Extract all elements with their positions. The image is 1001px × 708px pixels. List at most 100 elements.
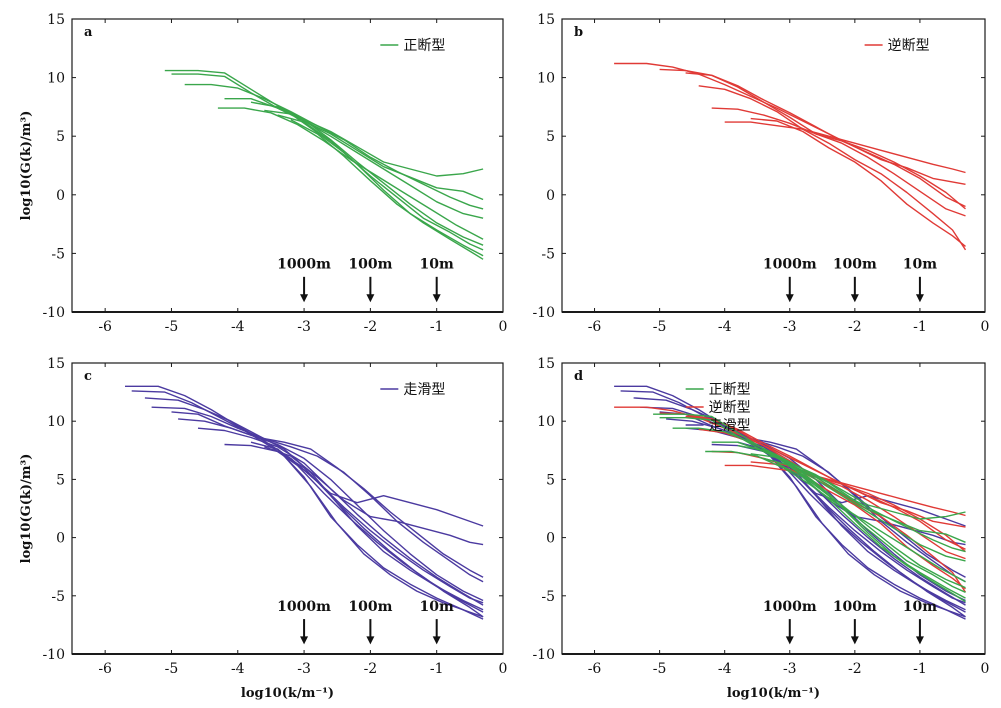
series-line [659,417,966,543]
x-axis-label: log10(k/m⁻¹) [241,686,334,701]
x-axis-label: log10(k/m⁻¹) [727,686,820,701]
y-tick-label: 10 [47,414,65,430]
series-line [711,450,966,553]
legend-label: 走滑型 [709,417,751,434]
series-line [672,427,966,553]
y-axis-label: log10(G(k)/m³) [19,454,34,564]
series-line [698,85,967,251]
series-line [283,455,484,618]
y-tick-label: 5 [56,472,65,488]
scale-label: 100m [833,257,877,273]
scale-arrowhead [915,294,924,303]
y-tick-label: 5 [56,129,65,145]
series-line [750,461,966,590]
x-tick-label: 0 [981,661,990,677]
x-tick-label: -6 [588,661,602,677]
panel-label: c [84,369,92,384]
y-tick-label: 15 [537,356,555,372]
scale-label: 1000m [277,599,331,615]
panel-label: d [574,369,583,384]
legend-label: 逆断型 [709,400,751,416]
series-line [776,462,966,603]
x-tick-label: -2 [364,319,378,335]
x-tick-label: -4 [231,319,245,335]
scale-arrowhead [432,294,441,303]
series-line [197,427,484,606]
legend-label: 正断型 [403,38,445,54]
scale-arrowhead [850,294,859,303]
series-line [164,69,484,177]
series-line [171,411,484,602]
x-tick-label: -4 [231,661,245,677]
y-tick-label: 10 [47,71,65,87]
series-line [151,406,484,583]
y-tick-label: 10 [537,414,555,430]
series-line [264,109,484,251]
x-tick-label: -3 [783,661,797,677]
y-tick-label: -5 [541,246,555,262]
y-tick-label: -5 [541,589,555,605]
x-tick-label: -6 [588,319,602,335]
series-line [653,413,966,520]
panel-label: a [84,25,93,40]
x-tick-label: -5 [165,661,179,677]
x-tick-label: 0 [499,661,508,677]
y-tick-label: -10 [42,647,65,663]
series-line [750,117,966,247]
series-line [724,464,966,517]
scale-arrowhead [366,294,375,303]
y-tick-label: 5 [546,472,555,488]
scale-label: 1000m [763,257,817,273]
scale-arrowhead [366,636,375,645]
x-tick-label: -4 [718,661,732,677]
x-tick-label: -1 [430,319,444,335]
y-tick-label: 15 [47,356,65,372]
y-tick-label: -5 [51,589,65,605]
x-tick-label: -5 [653,319,667,335]
y-tick-label: 10 [537,71,555,87]
y-tick-label: 15 [537,12,555,28]
x-tick-label: -1 [913,661,927,677]
x-tick-label: -2 [848,319,862,335]
legend-label: 正断型 [709,382,751,398]
series-line [184,83,484,210]
y-tick-label: -10 [532,305,555,321]
scale-label: 100m [833,599,877,615]
scale-label: 100m [348,599,392,615]
y-axis-label: log10(G(k)/m³) [19,111,34,221]
scale-label: 100m [348,257,392,273]
y-tick-label: 0 [56,188,65,204]
x-tick-label: -6 [98,661,112,677]
x-tick-label: -2 [848,661,862,677]
scale-label: 1000m [277,257,331,273]
series-line [277,114,484,257]
y-tick-label: 0 [56,531,65,547]
x-tick-label: -5 [653,661,667,677]
series-line [711,443,966,611]
series-line [711,107,966,210]
legend-label: 走滑型 [403,381,445,398]
series-line [224,443,484,611]
series-line [724,121,966,174]
x-tick-label: -3 [783,319,797,335]
panel-label: b [574,25,583,40]
y-tick-label: -10 [532,647,555,663]
series-line [178,418,484,578]
series-line [264,446,484,546]
y-tick-label: 15 [47,12,65,28]
scale-arrowhead [915,636,924,645]
x-tick-label: -4 [718,319,732,335]
scale-arrowhead [432,636,441,645]
series-line [769,455,966,618]
series-line [737,441,966,527]
scale-arrowhead [300,294,309,303]
series-line [250,441,484,527]
series-line [171,73,484,201]
x-tick-label: -3 [297,661,311,677]
scale-arrowhead [850,636,859,645]
